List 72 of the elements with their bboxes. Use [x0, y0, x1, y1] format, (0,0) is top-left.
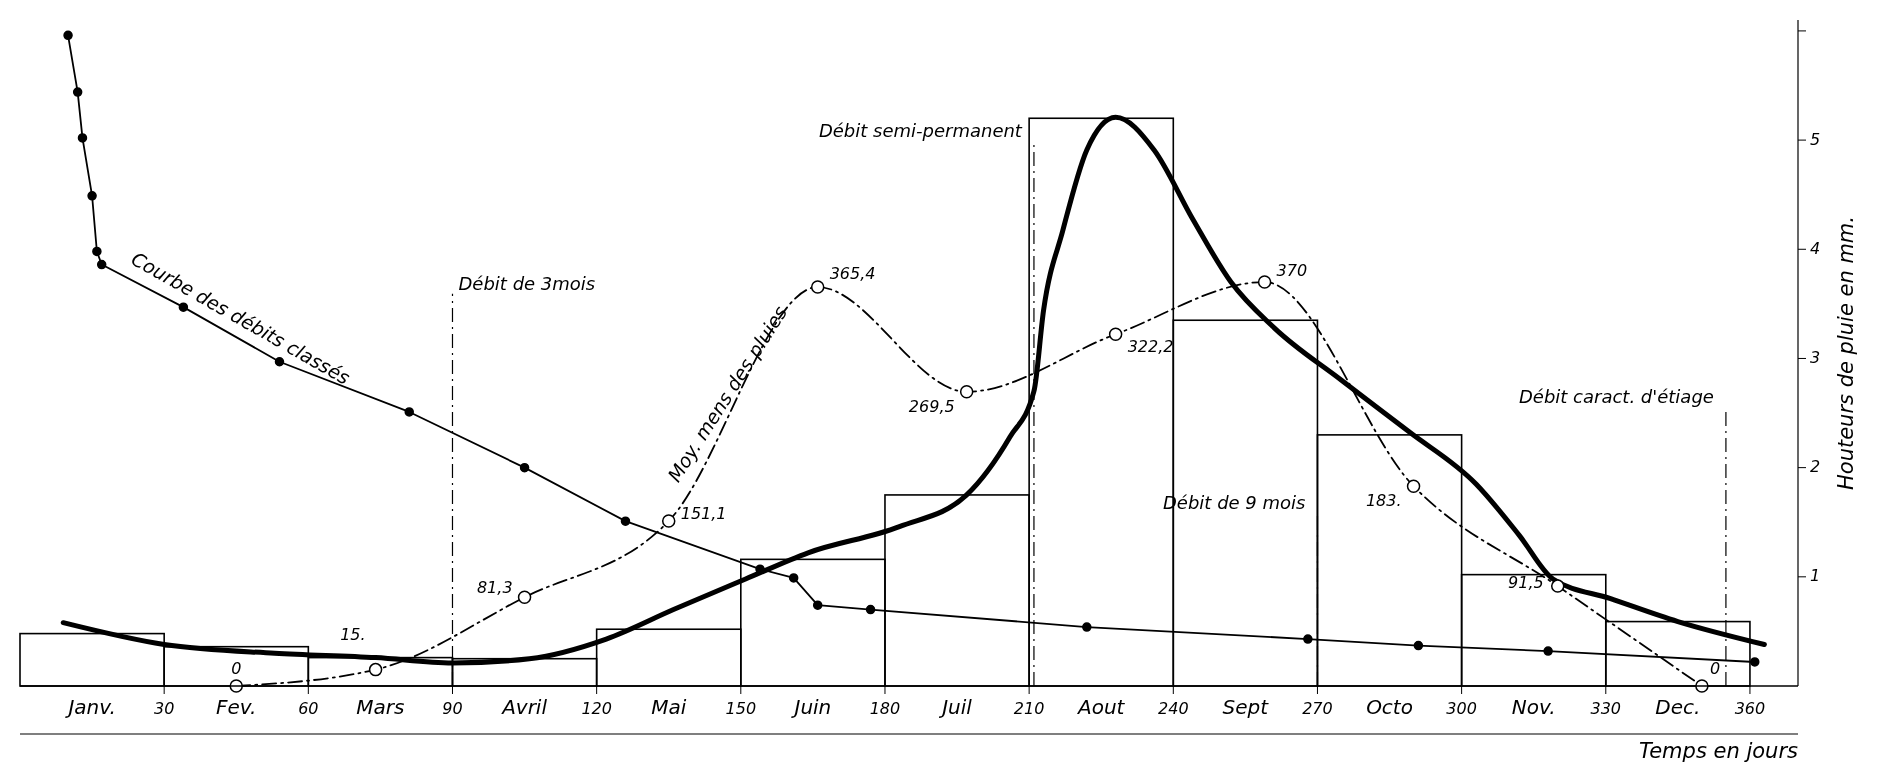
- data-label: 0: [1709, 659, 1721, 678]
- x-tick-label: 300: [1446, 699, 1477, 718]
- point: [1406, 479, 1421, 493]
- ref-line-label: Débit de 3mois: [458, 272, 596, 294]
- point: [519, 462, 530, 473]
- point: [810, 280, 825, 294]
- x-tick-label: Janv.: [64, 695, 116, 719]
- point: [77, 133, 88, 143]
- y-tick-label: 5: [1810, 129, 1821, 149]
- point: [1550, 579, 1565, 593]
- x-tick-label: Fev.: [216, 695, 257, 719]
- point: [274, 356, 285, 367]
- y-axis-title: Houteurs de pluie en mm.: [1834, 216, 1858, 490]
- point: [865, 604, 876, 615]
- point: [812, 600, 823, 610]
- ref-line-label: Débit caract. d'étiage: [1518, 385, 1714, 407]
- point: [92, 246, 102, 257]
- x-tick-label: 120: [581, 699, 612, 718]
- point: [1257, 275, 1272, 289]
- point: [1750, 657, 1760, 667]
- data-label: 0: [231, 659, 242, 678]
- data-label: 365,4: [829, 264, 876, 284]
- point: [959, 385, 974, 399]
- ref-line-label: Débit semi-permanent: [818, 119, 1023, 141]
- x-tick-label: 30: [153, 699, 175, 718]
- x-tick-label: Juil: [938, 695, 973, 719]
- point: [404, 407, 414, 417]
- x-tick-label: Nov.: [1511, 695, 1556, 719]
- point: [63, 30, 73, 41]
- x-axis-title: Temps en jours: [1638, 739, 1799, 763]
- x-tick-label: 360: [1734, 699, 1766, 718]
- point: [1108, 327, 1123, 341]
- x-tick-label: Juin: [790, 695, 832, 719]
- data-label: 15.: [340, 624, 366, 644]
- point: [1543, 646, 1553, 656]
- data-label: 151,1: [680, 504, 727, 524]
- x-tick-label: 90: [442, 699, 463, 718]
- point: [1082, 622, 1092, 632]
- point: [788, 573, 799, 583]
- point: [368, 662, 383, 677]
- x-tick-label: Mai: [651, 695, 687, 719]
- x-tick-label: Dec.: [1655, 695, 1701, 719]
- x-tick-label: 330: [1590, 699, 1622, 718]
- data-label: 269,5: [908, 396, 955, 416]
- data-label: 91,5: [1508, 573, 1544, 593]
- point: [72, 87, 83, 97]
- point: [661, 514, 676, 528]
- point: [178, 302, 189, 312]
- x-tick-label: 180: [869, 699, 901, 718]
- x-tick-label: 210: [1013, 699, 1045, 718]
- data-label: 81,3: [476, 578, 513, 598]
- point: [1303, 634, 1313, 644]
- y-tick-label: 4: [1810, 238, 1821, 258]
- x-tick-label: 240: [1158, 699, 1189, 718]
- x-tick-label: 150: [725, 699, 757, 718]
- point: [87, 191, 97, 201]
- x-tick-label: Sept: [1222, 695, 1270, 719]
- x-tick-label: Aout: [1076, 695, 1126, 719]
- data-label: 183.: [1365, 491, 1402, 511]
- point: [517, 590, 532, 604]
- x-tick-label: Avril: [500, 695, 548, 719]
- x-tick-label: Octo: [1366, 695, 1413, 719]
- y-tick-label: 3: [1810, 347, 1821, 367]
- y-tick-label: 1: [1810, 566, 1821, 586]
- data-label: 370: [1276, 261, 1308, 281]
- x-tick-label: 60: [298, 699, 319, 718]
- x-tick-label: 270: [1302, 699, 1333, 718]
- point: [1413, 640, 1424, 651]
- x-tick-label: Mars: [356, 695, 405, 719]
- y-tick-label: 2: [1810, 457, 1821, 477]
- point: [620, 516, 631, 526]
- point: [96, 259, 107, 270]
